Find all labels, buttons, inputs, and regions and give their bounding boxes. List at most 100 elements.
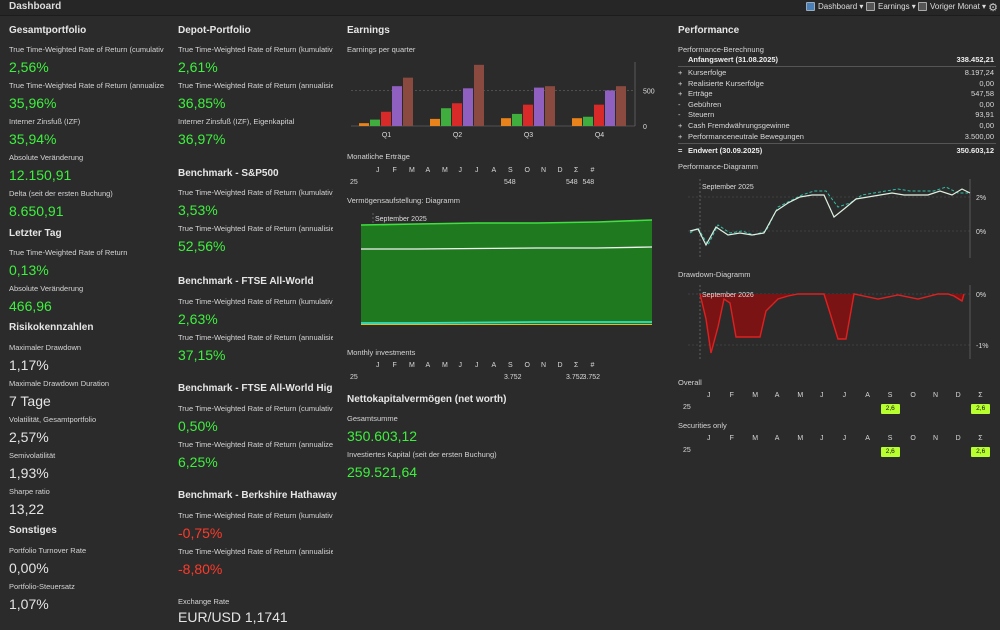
perf-end-value: 350.603,12 — [956, 146, 994, 155]
metric-label: True Time-Weighted Rate of Return (cumul… — [9, 45, 164, 54]
month-value-sum: 3.752 — [566, 374, 584, 381]
return-badge-september: 2,6 — [880, 404, 900, 414]
month-header: M — [409, 167, 415, 174]
month-header: N — [541, 362, 547, 369]
month-header: J — [475, 167, 479, 174]
month-header: J — [376, 362, 380, 369]
net-worth-total-label: Gesamtsumme — [347, 414, 398, 423]
metric-value: 0,13% — [9, 262, 49, 278]
earnings-menu-button[interactable]: Earnings ▾ — [866, 2, 916, 11]
metric-value: 2,63% — [178, 311, 218, 327]
metric-label: Interner Zinsfuß (IZF), Eigenkapital — [178, 117, 295, 126]
dashboard-menu-button[interactable]: Dashboard ▾ — [806, 2, 863, 11]
exchange-rate-value: EUR/USD 1,1741 — [178, 609, 288, 625]
month-header: O — [524, 362, 530, 369]
month-header: J — [475, 362, 479, 369]
bar-Q4-s4 — [605, 90, 615, 126]
month-header: M — [409, 362, 415, 369]
x-tick-label: Q2 — [453, 132, 462, 139]
metric-value: 0,00% — [9, 560, 49, 576]
month-header: S — [508, 362, 513, 369]
y-tick-label: 0 — [643, 124, 647, 131]
return-grid-month: F — [729, 392, 734, 399]
metric-label: Volatilität, Gesamtportfolio — [9, 415, 97, 424]
gear-icon[interactable]: ⚙ — [988, 2, 998, 14]
metric-label: Sharpe ratio — [9, 487, 50, 496]
perf-row-sign: + — [678, 89, 683, 99]
divider — [678, 143, 996, 144]
month-header: A — [491, 362, 497, 369]
return-grid-year: 25 — [683, 404, 691, 411]
net-worth-total-value: 350.603,12 — [347, 428, 418, 444]
perf-row-item: + Cash Fremdwährungsgewinne 0,00 — [678, 121, 996, 131]
period-menu-button[interactable]: Voriger Monat ▾ — [918, 2, 986, 11]
metric-label: Absolute Veränderung — [9, 284, 84, 293]
section-berkshire: Benchmark - Berkshire Hathaway — [178, 490, 337, 501]
return-grid-month: N — [933, 435, 939, 442]
metric-value: 6,25% — [178, 454, 218, 470]
month-header-year: 25 — [350, 374, 358, 381]
divider — [678, 66, 996, 67]
bar-Q3-s3 — [523, 104, 533, 126]
metric-value: 3,53% — [178, 202, 218, 218]
app-title: Dashboard — [9, 1, 62, 12]
month-value-count: 548 — [582, 179, 595, 186]
monthly-earnings-title: Monatliche Erträge — [347, 152, 410, 161]
month-header: M — [442, 167, 448, 174]
drawdown-area-fill — [700, 294, 964, 353]
perf-row-value: 0,00 — [979, 99, 994, 109]
section-performance: Performance — [678, 25, 740, 36]
section-letzter-tag: Letzter Tag — [9, 228, 62, 239]
portfolio-line — [689, 188, 971, 247]
perf-row-value: 0,00 — [979, 121, 994, 130]
bar-Q1-s4 — [392, 86, 402, 126]
metric-value: -0,75% — [178, 525, 223, 541]
return-grid-month: M — [797, 392, 804, 399]
return-grid-month: J — [707, 435, 711, 442]
perf-row-value: 3.500,00 — [964, 131, 994, 141]
perf-row-label: Cash Fremdwährungsgewinne — [688, 121, 790, 130]
monthly-investments-title: Monthly investments — [347, 348, 416, 357]
month-header: Σ — [574, 167, 579, 174]
month-value-s: 548 — [504, 179, 516, 186]
axis-tick-0: 0% — [976, 292, 986, 299]
bar-Q2-s3 — [452, 103, 462, 126]
metric-label: Portfolio Turnover Rate — [9, 546, 87, 555]
axis-tick-minus-1: -1% — [976, 343, 988, 350]
period-calendar-icon — [918, 2, 927, 11]
perf-end-sign: = — [678, 146, 683, 155]
metric-label: Maximaler Drawdown — [9, 343, 82, 352]
earnings-per-quarter-title: Earnings per quarter — [347, 45, 416, 54]
perf-end-row: = Endwert (30.09.2025) 350.603,12 — [678, 146, 996, 156]
metric-label: Maximale Drawdown Duration — [9, 379, 110, 388]
overall-title: Overall — [678, 378, 702, 387]
month-value-sum: 548 — [566, 179, 578, 186]
section-risikokennzahlen: Risikokennzahlen — [9, 322, 94, 333]
dashboard-menu-label: Dashboard ▾ — [818, 2, 864, 11]
metric-label: True Time-Weighted Rate of Return (annua… — [178, 440, 333, 449]
perf-row-sign: + — [678, 131, 683, 141]
axis-tick-2: 2% — [976, 195, 986, 202]
metric-value: 13,22 — [9, 501, 45, 517]
return-grid-month: D — [955, 392, 961, 399]
perf-row-label: Gebühren — [688, 99, 722, 109]
return-grid-month: S — [887, 392, 893, 399]
metric-label: Delta (seit der ersten Buchung) — [9, 189, 113, 198]
return-grid-month: O — [910, 435, 916, 442]
return-badge-sum: 2,6 — [971, 404, 991, 414]
metric-value: 52,56% — [178, 238, 226, 254]
return-grid-month: J — [842, 435, 847, 442]
metric-label: True Time-Weighted Rate of Return (annua… — [178, 547, 333, 556]
asset-area-fill — [361, 220, 652, 325]
return-grid-month: Σ — [978, 392, 983, 399]
perf-row-value: 0,00 — [979, 78, 994, 88]
perf-row-label: Kurserfolge — [688, 68, 727, 77]
bar-Q3-s2 — [512, 113, 522, 126]
month-header: D — [557, 362, 563, 369]
section-gesamtportfolio: Gesamtportfolio — [9, 25, 87, 36]
calendar-icon — [866, 2, 875, 11]
x-tick-label: Q4 — [595, 132, 604, 139]
bar-Q1-s5 — [403, 77, 413, 126]
metric-value: 1,07% — [9, 596, 49, 612]
return-grid-month: M — [797, 435, 804, 442]
